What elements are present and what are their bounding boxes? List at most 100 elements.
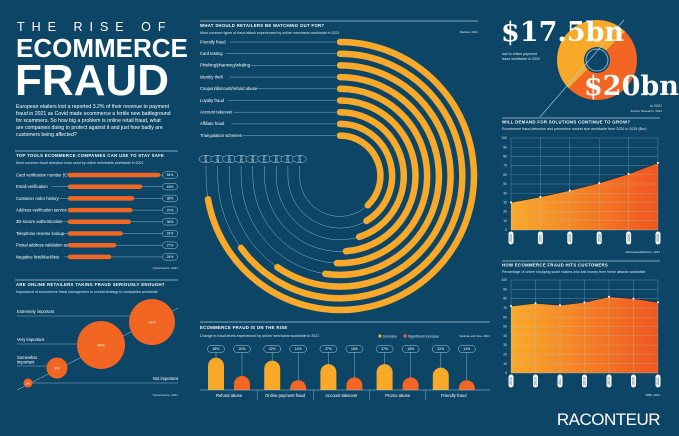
group-label: Friendly fraud — [441, 393, 467, 398]
bar-row: Telephone reverse lookup 31% — [16, 230, 178, 237]
x-tick-pill — [537, 231, 543, 245]
bar-label: Card verification number (CVN) — [16, 172, 75, 177]
attack-item: Card testing 36% — [200, 50, 466, 302]
data-point — [608, 295, 610, 298]
bar-group: 42% 14% Online payment fraud — [257, 345, 307, 400]
attack-item: Friendly fraud 40% — [198, 38, 478, 314]
significant-increase-bar — [346, 377, 363, 390]
x-tick-pill — [508, 231, 514, 245]
value-badge: 38% — [162, 194, 178, 202]
victims-title: HOW ECOMMERCE FRAUD HITS CUSTOMERS — [502, 263, 608, 268]
data-point — [657, 301, 659, 304]
tools-bar-chart: Card verification number (CVN) 54% Email v… — [16, 171, 178, 261]
arc-bar — [333, 85, 431, 267]
bubble-label: important — [17, 360, 35, 365]
data-point — [657, 161, 659, 164]
bar-row: Card verification number (CVN) 54% — [16, 171, 178, 179]
area-fill — [511, 162, 658, 230]
bubble-value: 2% — [26, 381, 31, 385]
rise-title: ECOMMERCE FRAUD IS ON THE RISE — [200, 325, 288, 330]
bar-row: Postal address validation services 27% — [16, 241, 178, 249]
x-tick-pill — [557, 374, 563, 388]
rise-bar-chart: 46% 20% Refund abuse 42% 14% Online payment f… — [200, 345, 490, 400]
market-area-chart: 0 10 20 30 40 50 60 70 80 90 100 2020 2021 2022 2023 20… — [501, 136, 661, 245]
track-line — [299, 166, 368, 217]
data-point — [583, 301, 586, 304]
value-label: 42% — [269, 347, 276, 351]
value-badge: 42% — [263, 345, 281, 353]
y-tick-label: 0 — [505, 371, 507, 375]
y-tick-label: 70 — [503, 164, 507, 168]
x-tick-pill — [606, 374, 612, 388]
x-tick-label: 2018 — [583, 377, 587, 385]
x-tick-label: 2015 — [509, 377, 513, 385]
data-point — [539, 195, 542, 198]
value-label: 27% — [263, 156, 267, 163]
attack-label: Identity theft — [200, 74, 224, 79]
x-tick-pill — [596, 231, 602, 245]
attacks-title: WHAT SHOULD RETAILERS BE WATCHING OUT FO… — [200, 23, 324, 28]
y-tick-label: 70 — [503, 306, 507, 310]
value-pill — [162, 218, 178, 226]
x-tick-label: 2019 — [607, 377, 611, 385]
arc-bar — [336, 132, 384, 209]
legend-significant-swatch — [403, 334, 407, 338]
loss-2020-amount: $17.5bn — [501, 17, 624, 48]
increase-bar — [264, 360, 281, 390]
main-title-line1: ECOMMERCE — [16, 33, 188, 63]
raconteur-logo[interactable]: RACONTEUR — [557, 410, 661, 429]
bar-label: Postal address validation services — [16, 243, 79, 248]
significant-increase-bar — [234, 376, 250, 390]
y-tick-label: 90 — [503, 145, 507, 149]
data-point — [510, 305, 512, 308]
bar-group: 37% 18% Promo abuse — [369, 345, 420, 400]
x-tick-label: 2021 — [656, 377, 660, 385]
value-pill — [432, 345, 450, 353]
arc-bar — [274, 62, 454, 290]
increase-bar — [208, 357, 224, 390]
x-tick-label: 2023 — [597, 234, 601, 242]
significant-increase-bar — [458, 380, 475, 390]
x-tick-label: 2020 — [509, 234, 513, 242]
series-line — [510, 162, 659, 203]
seriousness-source: Cybersource, 2021 — [153, 393, 179, 397]
value-pill — [162, 241, 178, 249]
attack-item: Coupon/discount/refund abuse 28% — [200, 85, 431, 267]
x-tick-label: 2022 — [568, 234, 572, 242]
track-line — [264, 166, 346, 252]
value-badge: 37% — [319, 345, 338, 353]
value-pill — [319, 345, 338, 353]
y-tick-label: 20 — [503, 353, 507, 357]
market-title: WILL DEMAND FOR SOLUTIONS CONTINUE TO GR… — [502, 120, 630, 125]
value-badge: 20% — [233, 345, 251, 353]
x-tick-label: 2024 — [627, 234, 631, 242]
value-label: 18% — [407, 347, 414, 351]
arc-bar — [204, 38, 478, 314]
x-tick-label: 2021 — [539, 234, 543, 242]
y-tick-label: 100 — [501, 278, 507, 282]
bubble-item: Extremely important 44% — [17, 299, 175, 345]
data-point — [598, 182, 601, 185]
intro-line: European etailers lost a reported 3.2% o… — [16, 104, 170, 110]
attack-label: Triangulation schemes — [200, 133, 242, 138]
attack-label: Affiliate fraud — [200, 121, 225, 126]
bar-row: Negative lists/blacklists 24% — [16, 253, 178, 261]
intro-paragraph: European etailers lost a reported 3.2% o… — [16, 104, 171, 138]
bubble-label: Extremely important — [17, 309, 55, 314]
value-label: 37% — [325, 347, 332, 351]
arc-bar — [336, 108, 407, 241]
value-label: 37% — [381, 347, 388, 351]
bubble-value: 45% — [97, 343, 105, 347]
intro-line: fraud in 2021 as Covid made ecommerce a … — [16, 111, 171, 117]
value-pill — [162, 171, 178, 179]
data-point — [568, 189, 571, 192]
intro-line: for scammers. So how big a problem is on… — [16, 118, 161, 124]
bubble — [23, 378, 33, 388]
loss-2021-caption: in 2021 — [650, 104, 662, 108]
track-line — [287, 166, 367, 229]
x-tick: 2019 — [606, 374, 612, 388]
x-tick-pill — [582, 374, 587, 388]
value-label: 18% — [351, 347, 358, 351]
kicker-title: THE RISE OF — [17, 20, 172, 34]
victims-area-chart: 0 10 20 30 40 50 60 70 80 90 100 2015 2016 2017 2018 20… — [501, 278, 661, 388]
